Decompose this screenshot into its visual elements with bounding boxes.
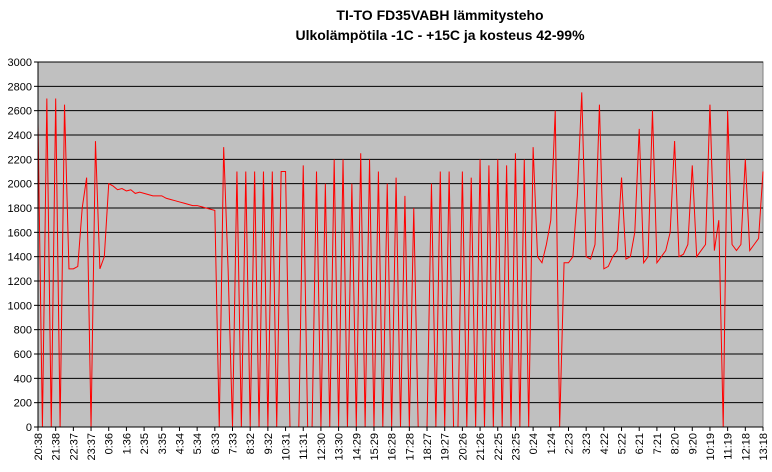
- y-tick-label: 200: [14, 398, 32, 410]
- y-tick-label: 400: [14, 373, 32, 385]
- x-tick-label: 23:37: [86, 433, 98, 461]
- y-tick-label: 1200: [8, 276, 32, 288]
- chart-title: TI-TO FD35VABH lämmitysteho: [336, 7, 543, 23]
- x-tick-label: 8:20: [670, 433, 682, 454]
- y-tick-label: 1400: [8, 252, 32, 264]
- x-tick-label: 1:36: [121, 433, 133, 454]
- x-tick-label: 4:22: [599, 433, 611, 454]
- x-tick-label: 22:25: [493, 433, 505, 461]
- y-tick-label: 2600: [8, 106, 32, 118]
- y-tick-label: 0: [26, 422, 32, 434]
- x-tick-label: 2:23: [563, 433, 575, 454]
- x-tick-label: 0:24: [528, 433, 540, 454]
- x-tick-label: 19:27: [440, 433, 452, 461]
- x-tick-label: 20:26: [457, 433, 469, 461]
- y-tick-label: 2200: [8, 154, 32, 166]
- x-tick-label: 18:27: [422, 433, 434, 461]
- x-tick-label: 13:18: [758, 433, 770, 461]
- x-tick-label: 16:28: [387, 433, 399, 461]
- x-tick-label: 20:38: [33, 433, 45, 461]
- y-tick-label: 2400: [8, 130, 32, 142]
- y-tick-label: 2800: [8, 81, 32, 93]
- x-tick-label: 5:22: [617, 433, 629, 454]
- x-tick-label: 7:33: [228, 433, 240, 454]
- y-tick-label: 2000: [8, 179, 32, 191]
- x-tick-label: 12:18: [740, 433, 752, 461]
- y-tick-label: 1600: [8, 227, 32, 239]
- x-tick-label: 2:35: [139, 433, 151, 454]
- x-tick-label: 6:21: [634, 433, 646, 454]
- x-tick-label: 14:29: [351, 433, 363, 461]
- y-tick-label: 1000: [8, 300, 32, 312]
- x-tick-label: 3:35: [157, 433, 169, 454]
- x-tick-label: 5:34: [192, 433, 204, 454]
- x-tick-label: 22:37: [68, 433, 80, 461]
- x-tick-label: 4:34: [174, 433, 186, 454]
- x-tick-label: 8:32: [245, 433, 257, 454]
- x-tick-label: 21:38: [51, 433, 63, 461]
- plot-area: [37, 61, 764, 428]
- x-tick-label: 3:23: [581, 433, 593, 454]
- x-tick-label: 0:36: [104, 433, 116, 454]
- x-tick-label: 15:29: [369, 433, 381, 461]
- x-tick-label: 12:30: [316, 433, 328, 461]
- y-tick-label: 800: [14, 325, 32, 337]
- y-tick-label: 600: [14, 349, 32, 361]
- x-tick-label: 9:20: [687, 433, 699, 454]
- x-tick-label: 6:33: [210, 433, 222, 454]
- x-tick-label: 21:26: [475, 433, 487, 461]
- x-tick-label: 23:25: [510, 433, 522, 461]
- x-tick-label: 10:31: [281, 433, 293, 461]
- x-tick-label: 13:30: [334, 433, 346, 461]
- x-tick-label: 17:28: [404, 433, 416, 461]
- x-tick-label: 11:19: [723, 433, 735, 460]
- y-tick-label: 1800: [8, 203, 32, 215]
- x-tick-label: 11:31: [298, 433, 310, 460]
- x-tick-label: 9:32: [263, 433, 275, 454]
- y-tick-label: 3000: [8, 57, 32, 69]
- x-tick-label: 7:21: [652, 433, 664, 454]
- x-tick-label: 1:24: [546, 433, 558, 454]
- x-tick-label: 10:19: [705, 433, 717, 461]
- chart-subtitle: Ulkolämpötila -1C - +15C ja kosteus 42-9…: [295, 27, 585, 43]
